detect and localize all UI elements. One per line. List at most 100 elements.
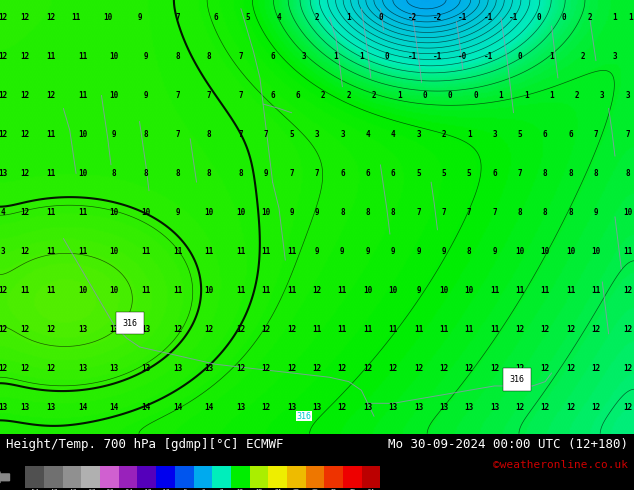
Text: 4: 4 (391, 130, 396, 139)
Text: 10: 10 (566, 247, 575, 256)
Text: 7: 7 (238, 91, 243, 100)
Text: 9: 9 (441, 247, 446, 256)
Text: 10: 10 (205, 208, 214, 217)
Text: 12: 12 (205, 325, 214, 334)
Text: 2: 2 (346, 91, 351, 100)
Text: 12: 12 (21, 208, 30, 217)
Text: 10: 10 (623, 208, 632, 217)
Text: 11: 11 (592, 286, 600, 295)
Text: 12: 12 (262, 325, 271, 334)
Text: 12: 12 (21, 130, 30, 139)
Text: 7: 7 (264, 130, 269, 139)
Text: 42: 42 (330, 489, 337, 490)
Text: 13: 13 (439, 403, 448, 412)
Text: 2: 2 (581, 52, 586, 61)
Text: 2: 2 (587, 13, 592, 22)
Text: 13: 13 (78, 325, 87, 334)
Text: 1: 1 (359, 52, 364, 61)
Text: 9: 9 (314, 247, 320, 256)
Text: 11: 11 (262, 247, 271, 256)
Text: 12: 12 (592, 325, 600, 334)
Text: 3: 3 (612, 52, 618, 61)
Text: 11: 11 (46, 169, 55, 178)
Text: 10: 10 (592, 247, 600, 256)
Text: 11: 11 (439, 325, 448, 334)
Text: 12: 12 (566, 325, 575, 334)
Text: 5: 5 (441, 169, 446, 178)
Text: 11: 11 (338, 286, 347, 295)
Text: 11: 11 (173, 286, 182, 295)
Text: 11: 11 (46, 52, 55, 61)
Text: 8: 8 (568, 169, 573, 178)
Text: 9: 9 (365, 247, 370, 256)
Text: 5: 5 (416, 169, 421, 178)
Text: 12: 12 (21, 364, 30, 373)
Text: 7: 7 (492, 208, 497, 217)
Text: 6: 6 (492, 169, 497, 178)
Text: 10: 10 (439, 286, 448, 295)
Text: 10: 10 (78, 286, 87, 295)
Text: 6: 6 (270, 52, 275, 61)
Text: 13: 13 (205, 364, 214, 373)
Text: 8: 8 (340, 208, 345, 217)
Text: 11: 11 (173, 247, 182, 256)
Text: 1: 1 (549, 52, 554, 61)
Text: -2: -2 (408, 13, 417, 22)
Text: 13: 13 (287, 403, 296, 412)
Text: 12: 12 (46, 13, 55, 22)
Text: 1: 1 (467, 130, 472, 139)
Text: 4: 4 (276, 13, 281, 22)
Text: 11: 11 (313, 325, 321, 334)
Bar (250, 466, 268, 489)
Text: -24: -24 (123, 489, 133, 490)
Text: ©weatheronline.co.uk: ©weatheronline.co.uk (493, 460, 628, 469)
Text: 11: 11 (141, 286, 150, 295)
Text: 12: 12 (21, 13, 30, 22)
Text: 7: 7 (416, 208, 421, 217)
Text: 10: 10 (103, 13, 112, 22)
Text: 11: 11 (414, 325, 423, 334)
Text: 12: 12 (0, 13, 8, 22)
Text: 10: 10 (363, 286, 372, 295)
Text: 12: 12 (515, 403, 524, 412)
Text: 13: 13 (236, 403, 245, 412)
Text: 2: 2 (314, 13, 320, 22)
Text: 11: 11 (236, 247, 245, 256)
Text: 6: 6 (340, 169, 345, 178)
Text: 1: 1 (346, 13, 351, 22)
Text: -30: -30 (104, 489, 115, 490)
Text: 14: 14 (110, 403, 119, 412)
Text: 9: 9 (416, 247, 421, 256)
Text: 7: 7 (238, 130, 243, 139)
Text: 11: 11 (541, 286, 550, 295)
Text: 6: 6 (270, 91, 275, 100)
Text: 10: 10 (110, 286, 119, 295)
Text: 14: 14 (205, 403, 214, 412)
Text: 9: 9 (264, 169, 269, 178)
Text: 11: 11 (623, 247, 632, 256)
Text: 3: 3 (302, 52, 307, 61)
Text: 12: 12 (236, 325, 245, 334)
Text: 8: 8 (467, 247, 472, 256)
Bar (81, 466, 100, 489)
Text: 13: 13 (110, 325, 119, 334)
Text: 6: 6 (365, 169, 370, 178)
Text: 12: 12 (236, 364, 245, 373)
Text: 9: 9 (143, 91, 148, 100)
Text: 6: 6 (391, 169, 396, 178)
Text: 13: 13 (21, 403, 30, 412)
Text: 12: 12 (21, 91, 30, 100)
Text: 10: 10 (110, 208, 119, 217)
Text: 0: 0 (378, 13, 383, 22)
Text: -1: -1 (484, 52, 493, 61)
Text: -2: -2 (433, 13, 442, 22)
Text: 0: 0 (536, 13, 541, 22)
Text: 12: 12 (566, 364, 575, 373)
Bar (25, 466, 44, 489)
Text: 11: 11 (141, 247, 150, 256)
Text: 8: 8 (175, 52, 180, 61)
Text: 12: 12 (414, 364, 423, 373)
Text: 14: 14 (78, 403, 87, 412)
Text: 2: 2 (321, 91, 326, 100)
Text: 0: 0 (201, 489, 205, 490)
